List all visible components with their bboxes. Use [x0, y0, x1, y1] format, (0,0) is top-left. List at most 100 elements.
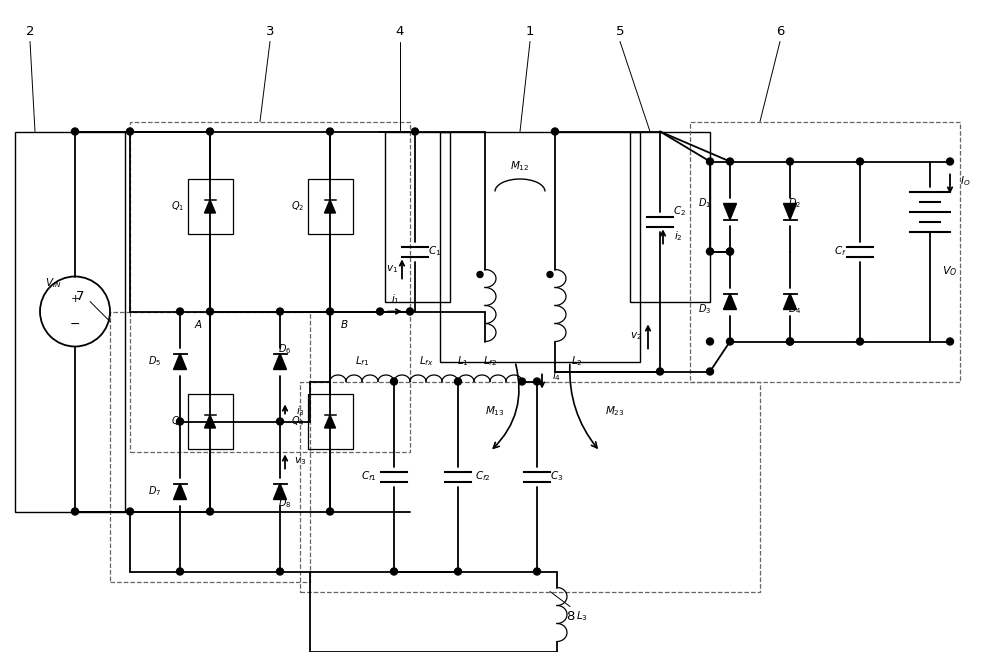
Bar [690, 121, 960, 381]
Circle shape [726, 158, 734, 165]
Bar [110, 311, 310, 582]
Circle shape [454, 568, 462, 575]
Text: 2: 2 [26, 25, 34, 38]
Circle shape [856, 338, 864, 345]
Circle shape [706, 248, 714, 255]
Circle shape [477, 272, 483, 278]
Circle shape [276, 418, 284, 425]
Text: $v_3$: $v_3$ [294, 456, 306, 468]
Circle shape [786, 158, 794, 165]
Circle shape [72, 128, 78, 135]
Text: $i_2$: $i_2$ [674, 230, 682, 244]
Circle shape [534, 568, 540, 575]
Text: +: + [70, 295, 80, 304]
Circle shape [534, 378, 540, 385]
Circle shape [176, 568, 184, 575]
Text: 4: 4 [396, 25, 404, 38]
Text: $i_3$: $i_3$ [296, 405, 304, 419]
Polygon shape [784, 293, 796, 310]
Text: $v_1$: $v_1$ [386, 264, 398, 276]
Text: B: B [340, 319, 348, 330]
Text: $I_O$: $I_O$ [960, 174, 970, 189]
Circle shape [326, 128, 334, 135]
Circle shape [176, 418, 184, 425]
Text: 6: 6 [776, 25, 784, 38]
Circle shape [276, 308, 284, 315]
Circle shape [390, 568, 398, 575]
Text: $D_3$: $D_3$ [698, 302, 712, 317]
Polygon shape [274, 353, 287, 370]
Text: $M_{13}$: $M_{13}$ [485, 405, 505, 419]
Circle shape [207, 508, 214, 515]
Circle shape [72, 508, 78, 515]
Circle shape [552, 128, 558, 135]
Text: $L_{f1}$: $L_{f1}$ [355, 355, 369, 368]
Circle shape [726, 248, 734, 255]
Circle shape [786, 338, 794, 345]
Circle shape [518, 378, 526, 385]
Circle shape [726, 338, 734, 345]
Polygon shape [174, 483, 186, 500]
Text: $i_4$: $i_4$ [552, 370, 562, 383]
Text: $M_{23}$: $M_{23}$ [605, 405, 625, 419]
Text: $Q_1$: $Q_1$ [171, 200, 185, 214]
Text: $i_1$: $i_1$ [391, 293, 399, 306]
Text: A: A [194, 319, 202, 330]
Circle shape [126, 508, 134, 515]
Circle shape [547, 272, 553, 278]
Circle shape [376, 308, 384, 315]
Bar [188, 394, 232, 449]
Bar [440, 131, 640, 362]
Text: 1: 1 [526, 25, 534, 38]
Bar [188, 179, 232, 234]
Circle shape [946, 158, 954, 165]
Text: $C_{f1}$: $C_{f1}$ [361, 470, 377, 483]
Circle shape [706, 368, 714, 375]
Text: 5: 5 [616, 25, 624, 38]
Text: $L_{f2}$: $L_{f2}$ [483, 355, 497, 368]
Circle shape [412, 128, 418, 135]
Circle shape [454, 378, 462, 385]
Text: $L_2$: $L_2$ [571, 355, 583, 368]
Text: $L_3$: $L_3$ [576, 610, 588, 624]
Circle shape [706, 338, 714, 345]
Bar [385, 131, 450, 302]
Text: $V_{IN}$: $V_{IN}$ [45, 277, 61, 291]
Text: $C_{f2}$: $C_{f2}$ [475, 470, 491, 483]
Circle shape [207, 128, 214, 135]
Text: $C_2$: $C_2$ [673, 204, 687, 218]
Text: $Q_4$: $Q_4$ [291, 415, 305, 428]
Circle shape [207, 308, 214, 315]
Text: $D_7$: $D_7$ [148, 485, 162, 498]
Polygon shape [784, 204, 796, 219]
Text: $C_3$: $C_3$ [550, 470, 564, 483]
Polygon shape [324, 200, 336, 213]
Circle shape [786, 338, 794, 345]
Text: $D_2$: $D_2$ [788, 197, 802, 210]
Text: $Q_2$: $Q_2$ [291, 200, 305, 214]
Text: 7: 7 [76, 290, 84, 303]
Polygon shape [205, 200, 216, 213]
Text: $V_O$: $V_O$ [942, 264, 958, 278]
Text: $L_{fx}$: $L_{fx}$ [419, 355, 433, 368]
Polygon shape [724, 204, 736, 219]
Bar [15, 131, 125, 511]
Text: −: − [70, 318, 80, 331]
Bar [300, 381, 760, 592]
Text: 3: 3 [266, 25, 274, 38]
Bar [308, 179, 352, 234]
Text: $D_1$: $D_1$ [698, 197, 712, 210]
Text: $L_1$: $L_1$ [457, 355, 469, 368]
Polygon shape [724, 293, 736, 310]
Bar [308, 394, 352, 449]
Text: $D_8$: $D_8$ [278, 496, 292, 511]
Circle shape [856, 158, 864, 165]
Circle shape [656, 368, 664, 375]
Polygon shape [324, 415, 336, 428]
Text: $D_6$: $D_6$ [278, 343, 292, 357]
Polygon shape [205, 415, 216, 428]
Circle shape [390, 378, 398, 385]
Text: $Q_3$: $Q_3$ [171, 415, 185, 428]
Circle shape [706, 158, 714, 165]
Circle shape [276, 568, 284, 575]
